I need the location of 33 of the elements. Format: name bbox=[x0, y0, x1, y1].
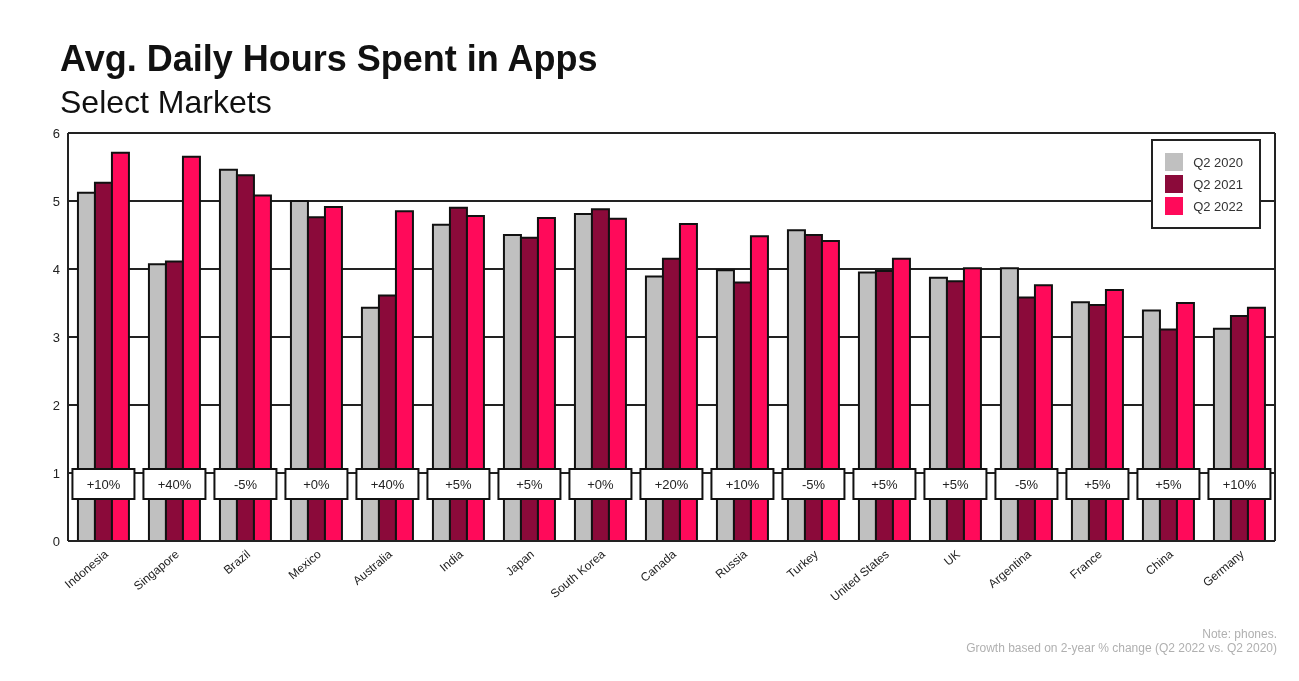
annotation: +5% bbox=[871, 477, 899, 492]
annotation: -5% bbox=[801, 477, 826, 492]
y-tick-label: 1 bbox=[52, 465, 60, 481]
y-tick-label: 2 bbox=[52, 397, 60, 413]
annotation: +5% bbox=[1084, 477, 1112, 492]
annotation: +5% bbox=[942, 477, 970, 492]
chart-title: Avg. Daily Hours Spent in Apps bbox=[60, 38, 599, 80]
annotation: +40% bbox=[370, 477, 405, 492]
annotation: +10% bbox=[1222, 477, 1257, 492]
annotation: -5% bbox=[1014, 477, 1039, 492]
annotation: +0% bbox=[587, 477, 615, 492]
chart-subtitle: Select Markets bbox=[60, 84, 273, 121]
text: Note: phones. bbox=[1201, 627, 1277, 641]
annotation: -5% bbox=[233, 477, 258, 492]
annotation: +20% bbox=[654, 477, 689, 492]
y-tick-label: 3 bbox=[52, 329, 60, 345]
annotation: +10% bbox=[725, 477, 760, 492]
legend-label: Q2 2022 bbox=[1193, 198, 1243, 214]
text: Growth based on 2-year % change (Q2 2022 vs. Q2 2020) bbox=[965, 641, 1277, 655]
annotation: +5% bbox=[445, 477, 473, 492]
x-tick-label: UK bbox=[941, 547, 963, 569]
y-tick-label: 4 bbox=[52, 261, 60, 277]
annotation: +40% bbox=[157, 477, 192, 492]
legend-label: Q2 2020 bbox=[1193, 154, 1243, 170]
annotation: +10% bbox=[86, 477, 121, 492]
y-tick-label: 0 bbox=[52, 533, 60, 549]
y-tick-label: 6 bbox=[52, 125, 60, 141]
y-tick-label: 5 bbox=[52, 193, 60, 209]
x-tick-label: India bbox=[436, 546, 467, 575]
annotation: +5% bbox=[516, 477, 544, 492]
annotation: +0% bbox=[303, 477, 331, 492]
annotation: +5% bbox=[1155, 477, 1183, 492]
legend-label: Q2 2021 bbox=[1193, 176, 1243, 192]
